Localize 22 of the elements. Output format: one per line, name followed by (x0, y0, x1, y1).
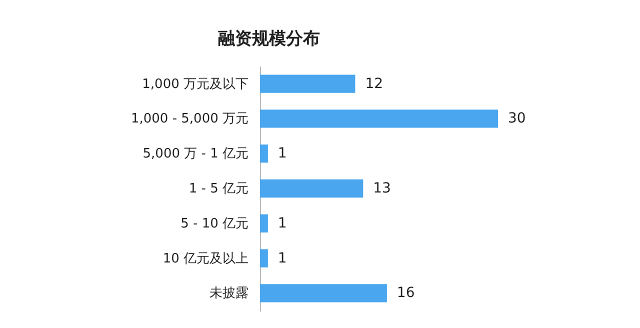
chart-title: 融资规模分布 (218, 29, 320, 49)
bar (260, 284, 387, 302)
y-tick-label: 1 - 5 亿元 (188, 182, 248, 196)
y-tick-label: 5 - 10 亿元 (180, 216, 248, 232)
data-label: 16 (396, 285, 415, 302)
y-tick-label: 10 亿元及以上 (162, 251, 248, 266)
y-tick-label: 1,000 万元及以下 (142, 76, 248, 92)
data-label: 12 (365, 76, 384, 92)
data-label: 1 (278, 215, 287, 232)
y-tick-label: 5,000 万 - 1 亿元 (142, 146, 248, 162)
data-label: 30 (508, 110, 526, 127)
data-label: 13 (373, 180, 391, 196)
data-label: 1 (278, 250, 287, 266)
data-label: 1 (278, 146, 287, 162)
bar (260, 249, 268, 268)
bar (260, 74, 356, 93)
y-tick-label: 未披露 (210, 286, 248, 302)
y-tick-label: 1,000 - 5,000 万元 (130, 112, 248, 127)
bar (260, 110, 498, 128)
bar (260, 179, 364, 198)
bar (260, 214, 268, 232)
bar (260, 144, 268, 163)
